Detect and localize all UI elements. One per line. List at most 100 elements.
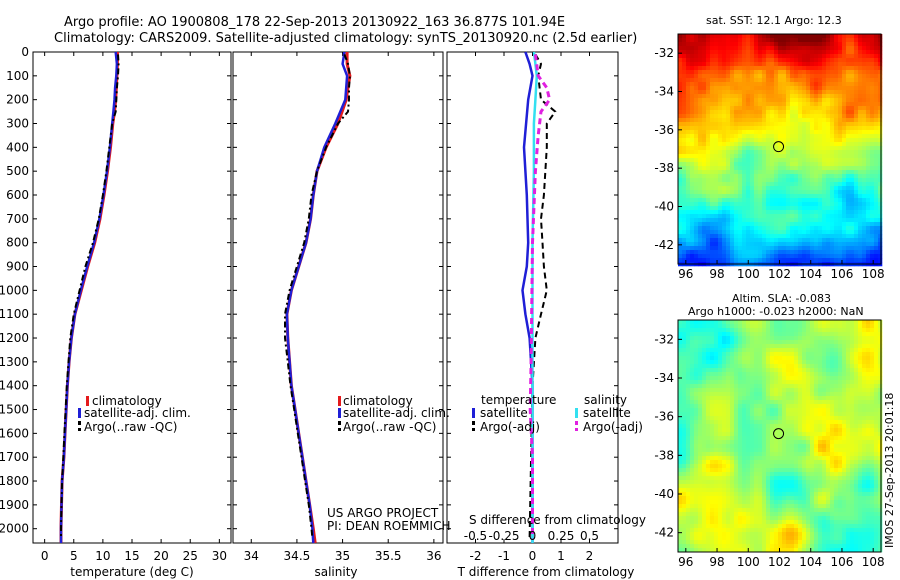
- heatmap-cell: [734, 154, 739, 159]
- heatmap-cell: [862, 320, 867, 325]
- heatmap-cell: [874, 162, 879, 167]
- heatmap-cell: [750, 400, 755, 405]
- heatmap-cell: [770, 86, 775, 91]
- heatmap-cell: [726, 408, 731, 413]
- heatmap-cell: [874, 456, 879, 461]
- heatmap-cell: [686, 320, 691, 325]
- heatmap-cell: [742, 166, 747, 171]
- heatmap-cell: [846, 78, 851, 83]
- heatmap-cell: [866, 142, 871, 147]
- heatmap-cell: [714, 138, 719, 143]
- heatmap-cell: [738, 94, 743, 99]
- heatmap-cell: [846, 66, 851, 71]
- heatmap-cell: [866, 372, 871, 377]
- heatmap-cell: [734, 66, 739, 71]
- heatmap-cell: [754, 146, 759, 151]
- heatmap-cell: [822, 70, 827, 75]
- heatmap-cell: [778, 210, 783, 215]
- heatmap-cell: [706, 82, 711, 87]
- heatmap-cell: [722, 356, 727, 361]
- heatmap-cell: [806, 408, 811, 413]
- heatmap-cell: [738, 348, 743, 353]
- heatmap-cell: [726, 320, 731, 325]
- heatmap-cell: [822, 432, 827, 437]
- heatmap-cell: [818, 238, 823, 243]
- heatmap-cell: [794, 432, 799, 437]
- heatmap-cell: [750, 360, 755, 365]
- heatmap-cell: [734, 130, 739, 135]
- heatmap-cell: [798, 150, 803, 155]
- heatmap-cell: [802, 82, 807, 87]
- heatmap-cell: [686, 372, 691, 377]
- heatmap-cell: [706, 206, 711, 211]
- heatmap-cell: [818, 114, 823, 119]
- heatmap-cell: [758, 190, 763, 195]
- heatmap-cell: [846, 138, 851, 143]
- heatmap-cell: [750, 420, 755, 425]
- heatmap-cell: [754, 242, 759, 247]
- heatmap-cell: [742, 218, 747, 223]
- heatmap-cell: [718, 178, 723, 183]
- heatmap-cell: [878, 82, 883, 87]
- heatmap-cell: [686, 396, 691, 401]
- heatmap-cell: [806, 218, 811, 223]
- heatmap-cell: [770, 98, 775, 103]
- heatmap-cell: [766, 396, 771, 401]
- heatmap-cell: [870, 102, 875, 107]
- heatmap-cell: [686, 98, 691, 103]
- heatmap-cell: [710, 452, 715, 457]
- heatmap-cell: [682, 408, 687, 413]
- heatmap-cell: [774, 174, 779, 179]
- heatmap-cell: [854, 110, 859, 115]
- heatmap-cell: [802, 54, 807, 59]
- heatmap-cell: [782, 340, 787, 345]
- heatmap-cell: [758, 102, 763, 107]
- heatmap-cell: [734, 408, 739, 413]
- heatmap-cell: [718, 250, 723, 255]
- heatmap-cell: [790, 130, 795, 135]
- heatmap-cell: [678, 254, 683, 259]
- heatmap-cell: [846, 82, 851, 87]
- heatmap-cell: [694, 444, 699, 449]
- heatmap-cell: [810, 130, 815, 135]
- heatmap-cell: [854, 238, 859, 243]
- heatmap-cell: [866, 234, 871, 239]
- heatmap-cell: [734, 336, 739, 341]
- heatmap-cell: [794, 392, 799, 397]
- heatmap-cell: [702, 332, 707, 337]
- heatmap-cell: [746, 214, 751, 219]
- heatmap-cell: [782, 380, 787, 385]
- heatmap-cell: [706, 70, 711, 75]
- heatmap-cell: [878, 210, 883, 215]
- heatmap-cell: [710, 440, 715, 445]
- heatmap-cell: [766, 348, 771, 353]
- heatmap-cell: [770, 190, 775, 195]
- heatmap-cell: [826, 202, 831, 207]
- heatmap-cell: [858, 170, 863, 175]
- heatmap-cell: [822, 218, 827, 223]
- heatmap-cell: [770, 102, 775, 107]
- temperature-panel: 0100200300400500600700800900100011001200…: [0, 45, 232, 579]
- heatmap-cell: [858, 324, 863, 329]
- heatmap-cell: [854, 70, 859, 75]
- heatmap-cell: [790, 408, 795, 413]
- heatmap-cell: [718, 142, 723, 147]
- heatmap-cell: [682, 360, 687, 365]
- heatmap-cell: [786, 246, 791, 251]
- heatmap-cell: [702, 186, 707, 191]
- heatmap-cell: [854, 258, 859, 263]
- heatmap-cell: [762, 86, 767, 91]
- heatmap-cell: [830, 170, 835, 175]
- heatmap-cell: [762, 194, 767, 199]
- heatmap-cell: [762, 416, 767, 421]
- heatmap-cell: [798, 234, 803, 239]
- heatmap-cell: [730, 110, 735, 115]
- heatmap-cell: [794, 420, 799, 425]
- heatmap-cell: [806, 146, 811, 151]
- heatmap-cell: [762, 162, 767, 167]
- heatmap-cell: [734, 58, 739, 63]
- heatmap-cell: [858, 392, 863, 397]
- heatmap-cell: [710, 166, 715, 171]
- heatmap-cell: [754, 62, 759, 67]
